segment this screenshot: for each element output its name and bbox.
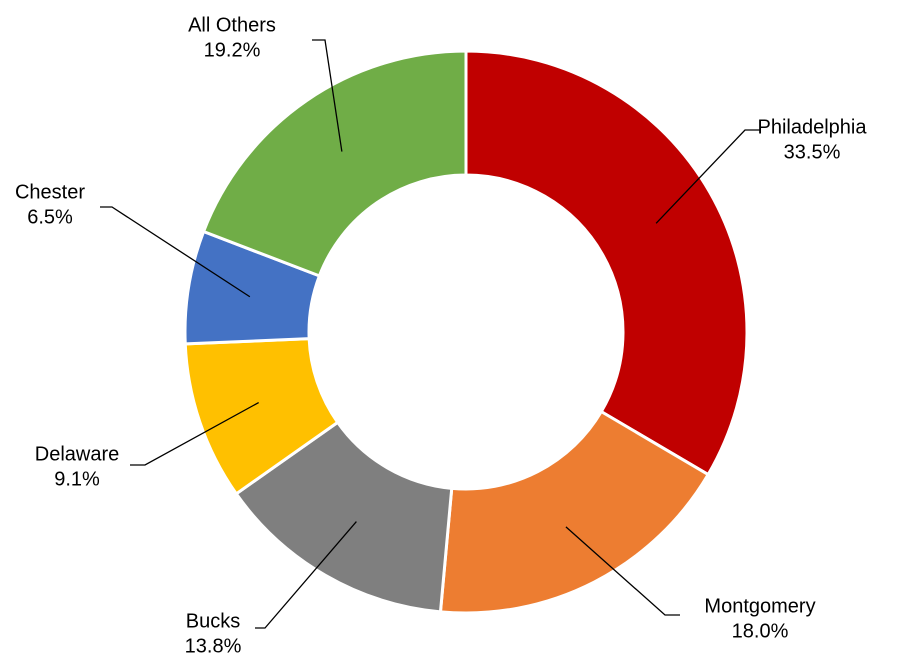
- category-label: Montgomery: [704, 595, 815, 617]
- category-label: Philadelphia: [758, 116, 868, 138]
- value-label: 19.2%: [204, 39, 261, 61]
- donut-segment: [464, 49, 749, 477]
- value-label: 18.0%: [732, 620, 789, 642]
- value-label: 33.5%: [784, 141, 841, 163]
- leader-line: [130, 401, 259, 466]
- leader-line: [312, 39, 343, 152]
- category-label: Chester: [15, 181, 85, 203]
- category-label: All Others: [188, 14, 276, 36]
- value-label: 6.5%: [27, 206, 73, 228]
- leader-line: [100, 206, 251, 298]
- donut-segment: [201, 49, 468, 278]
- leader-line: [655, 129, 760, 224]
- category-label: Delaware: [35, 443, 119, 465]
- donut-segment: [438, 409, 711, 615]
- value-label: 9.1%: [54, 468, 100, 490]
- value-label: 13.8%: [185, 635, 242, 657]
- leader-line: [255, 521, 357, 629]
- leader-line: [565, 526, 680, 616]
- category-label: Bucks: [186, 610, 240, 632]
